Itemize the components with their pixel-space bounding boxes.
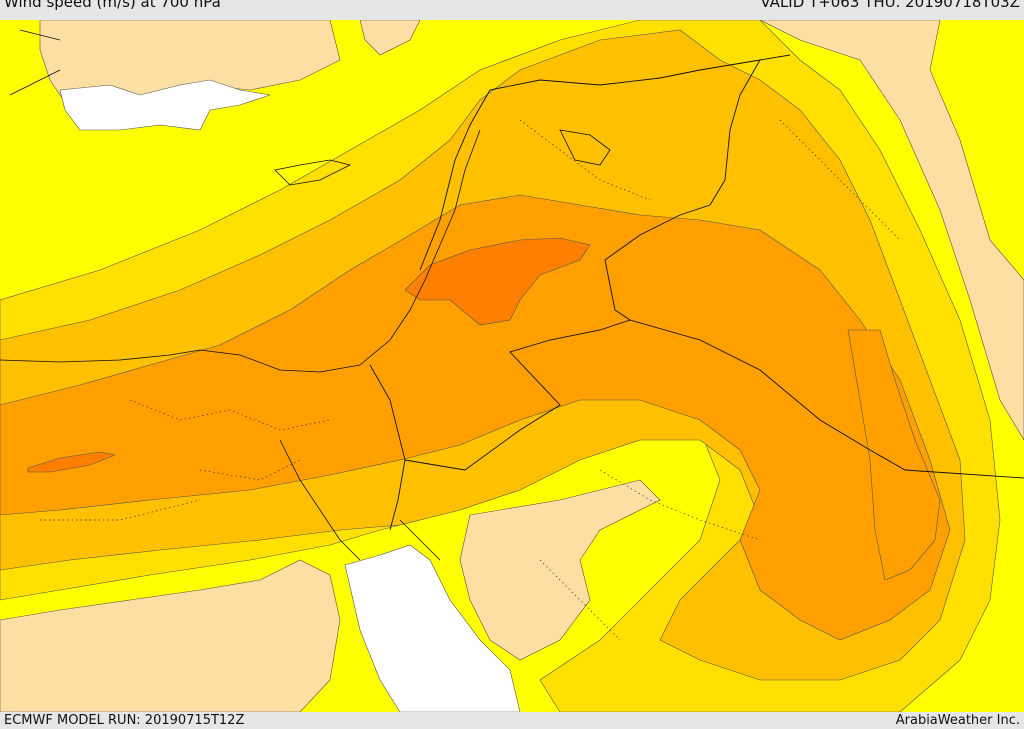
tan-region-egypt-south	[0, 559, 341, 712]
header-bar: Wind speed (m/s) at 700 hPa VALID T+063 …	[0, 0, 1024, 20]
valid-time: VALID T+063 THU. 20190718T03Z	[760, 0, 1020, 11]
orange-core-southeast	[847, 329, 941, 581]
dark-orange-core-levant	[404, 237, 591, 326]
country-borders	[369, 54, 1024, 531]
dark-orange-core-egypt	[27, 451, 117, 473]
wind-speed-map[interactable]	[0, 20, 1024, 712]
tan-region-northeast	[759, 20, 1024, 441]
province-boundaries	[40, 119, 901, 641]
tan-region-saudi	[459, 479, 661, 661]
orange-band	[0, 194, 951, 641]
white-region-sinai-hejaz	[344, 544, 521, 712]
map-title: Wind speed (m/s) at 700 hPa	[4, 0, 221, 11]
model-run: ECMWF MODEL RUN: 20190715T12Z	[4, 713, 245, 728]
tan-region-north-small	[359, 20, 421, 56]
white-region-anatolia	[59, 79, 271, 131]
footer-bar: ECMWF MODEL RUN: 20190715T12Z ArabiaWeat…	[0, 712, 1024, 729]
brand-name: ArabiaWeather Inc.	[895, 713, 1020, 728]
coastlines	[0, 29, 611, 561]
